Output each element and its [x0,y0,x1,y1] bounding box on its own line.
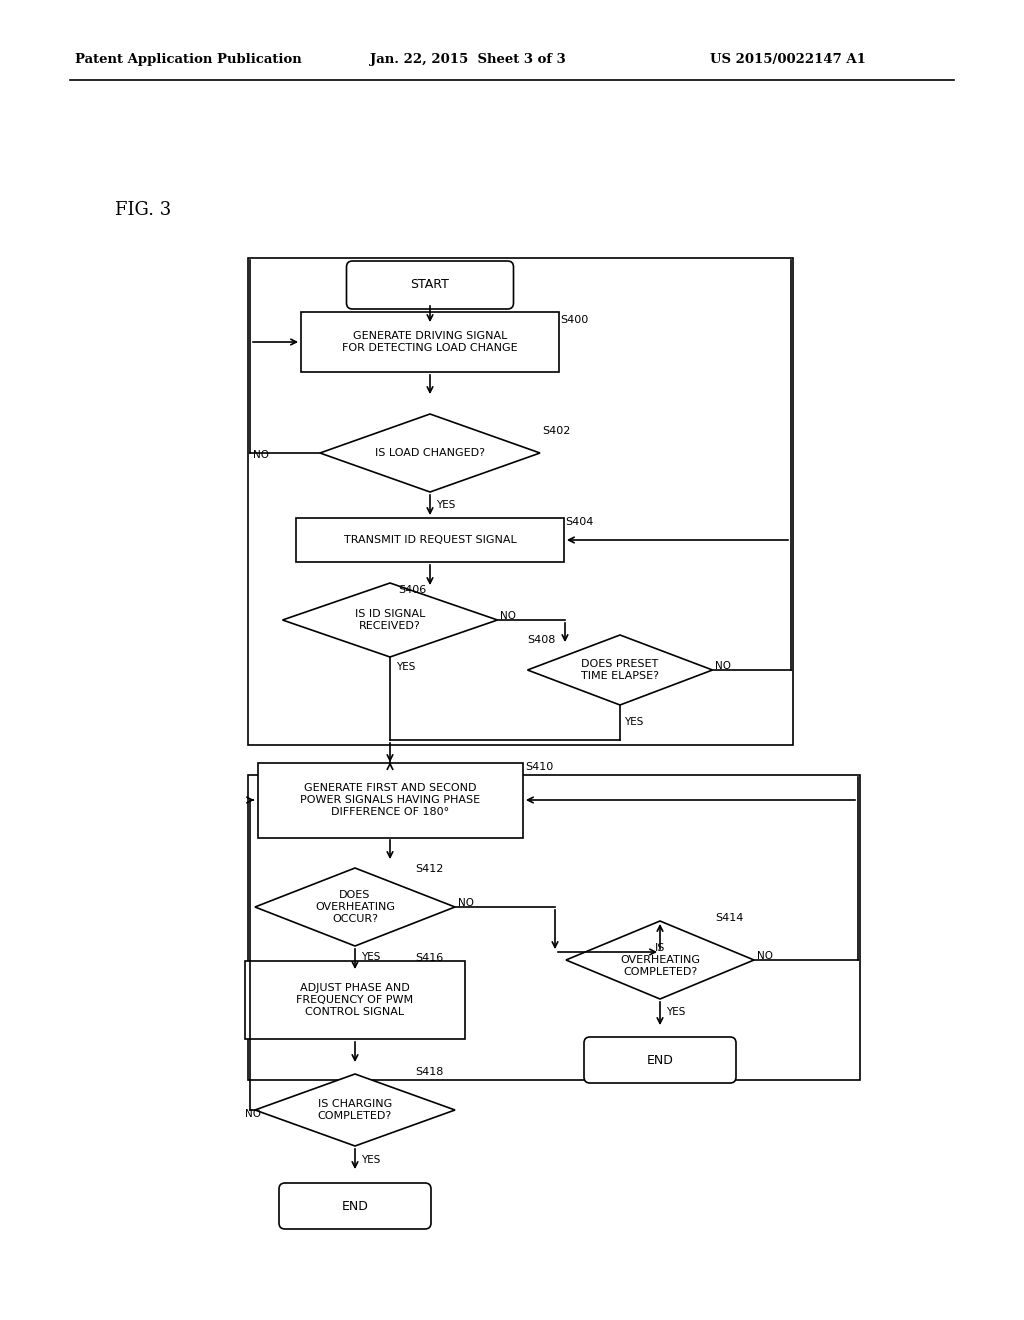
Text: YES: YES [396,663,416,672]
Text: END: END [342,1200,369,1213]
Text: S412: S412 [415,865,443,874]
Bar [257,763,522,837]
Text: YES: YES [436,500,456,510]
Polygon shape [255,1074,455,1146]
Bar [296,517,564,562]
Text: S410: S410 [525,762,553,772]
Text: START: START [411,279,450,292]
Text: Jan. 22, 2015  Sheet 3 of 3: Jan. 22, 2015 Sheet 3 of 3 [370,54,565,66]
Text: ADJUST PHASE AND
FREQUENCY OF PWM
CONTROL SIGNAL: ADJUST PHASE AND FREQUENCY OF PWM CONTRO… [296,983,414,1016]
Text: GENERATE DRIVING SIGNAL
FOR DETECTING LOAD CHANGE: GENERATE DRIVING SIGNAL FOR DETECTING LO… [342,331,518,352]
Text: FIG. 3: FIG. 3 [115,201,171,219]
Text: YES: YES [666,1007,685,1016]
Text: GENERATE FIRST AND SECOND
POWER SIGNALS HAVING PHASE
DIFFERENCE OF 180°: GENERATE FIRST AND SECOND POWER SIGNALS … [300,783,480,817]
Text: IS LOAD CHANGED?: IS LOAD CHANGED? [375,447,485,458]
FancyBboxPatch shape [279,1183,431,1229]
Text: Patent Application Publication: Patent Application Publication [75,54,302,66]
Polygon shape [283,583,498,657]
Text: S404: S404 [565,517,593,527]
Bar [301,312,559,372]
Text: NO: NO [253,450,269,459]
Bar [248,257,793,744]
Text: YES: YES [361,952,380,962]
Text: DOES
OVERHEATING
OCCUR?: DOES OVERHEATING OCCUR? [315,891,395,924]
Text: TRANSMIT ID REQUEST SIGNAL: TRANSMIT ID REQUEST SIGNAL [344,535,516,545]
Text: S416: S416 [415,953,443,964]
Text: S400: S400 [560,315,588,325]
Text: END: END [646,1053,674,1067]
Text: IS ID SIGNAL
RECEIVED?: IS ID SIGNAL RECEIVED? [354,610,425,631]
Bar [248,775,860,1080]
Text: S406: S406 [398,585,426,595]
FancyBboxPatch shape [346,261,513,309]
Text: S402: S402 [542,426,570,436]
Text: NO: NO [458,898,474,908]
Polygon shape [255,869,455,946]
Text: IS CHARGING
COMPLETED?: IS CHARGING COMPLETED? [317,1100,392,1121]
Polygon shape [566,921,754,999]
Text: YES: YES [361,1155,380,1166]
Bar [245,961,465,1039]
FancyBboxPatch shape [584,1038,736,1082]
Polygon shape [527,635,713,705]
Text: US 2015/0022147 A1: US 2015/0022147 A1 [710,54,866,66]
Text: DOES PRESET
TIME ELAPSE?: DOES PRESET TIME ELAPSE? [581,659,659,681]
Text: NO: NO [245,1109,261,1119]
Text: S418: S418 [415,1067,443,1077]
Text: NO: NO [757,950,773,961]
Text: IS
OVERHEATING
COMPLETED?: IS OVERHEATING COMPLETED? [620,944,700,977]
Text: S414: S414 [715,913,743,923]
Polygon shape [319,414,540,492]
Text: YES: YES [624,717,643,727]
Text: NO: NO [715,661,731,671]
Text: S408: S408 [527,635,555,645]
Text: NO: NO [500,611,516,620]
